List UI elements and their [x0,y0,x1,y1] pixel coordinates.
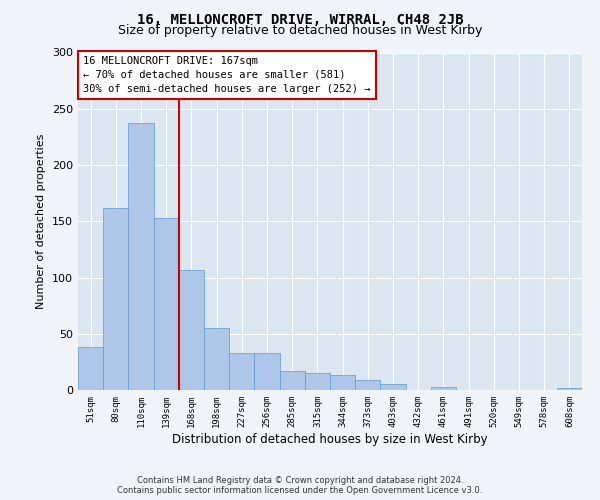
Bar [305,373,330,390]
Bar [78,347,103,390]
Text: Size of property relative to detached houses in West Kirby: Size of property relative to detached ho… [118,24,482,37]
Bar [254,353,280,390]
Bar [330,376,355,390]
Y-axis label: Number of detached properties: Number of detached properties [37,134,46,309]
Bar [103,208,128,390]
Bar [154,218,179,390]
Bar [128,124,154,390]
Bar [229,353,254,390]
Bar [280,371,305,390]
Bar [431,386,456,390]
Text: 16, MELLONCROFT DRIVE, WIRRAL, CH48 2JB: 16, MELLONCROFT DRIVE, WIRRAL, CH48 2JB [137,12,463,26]
Bar [355,380,380,390]
Bar [179,270,204,390]
Text: Contains HM Land Registry data © Crown copyright and database right 2024.
Contai: Contains HM Land Registry data © Crown c… [118,476,482,495]
Bar [380,384,406,390]
Text: 16 MELLONCROFT DRIVE: 167sqm
← 70% of detached houses are smaller (581)
30% of s: 16 MELLONCROFT DRIVE: 167sqm ← 70% of de… [83,56,371,94]
Bar [557,388,582,390]
Bar [204,328,229,390]
X-axis label: Distribution of detached houses by size in West Kirby: Distribution of detached houses by size … [172,432,488,446]
